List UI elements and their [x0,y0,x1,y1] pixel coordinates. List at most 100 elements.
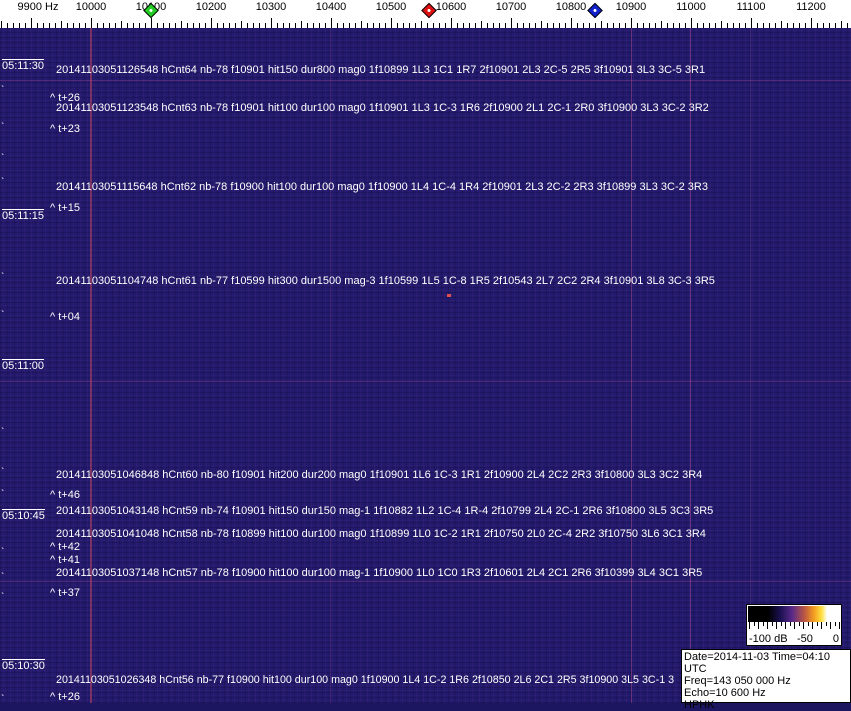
ruler-tick [463,23,464,28]
left-edge-tick: ` [1,272,5,283]
ruler-tick [781,21,782,28]
ruler-tick [295,23,296,28]
ruler-tick [739,23,740,28]
event-delta: ^ t+15 [50,202,80,214]
colorbar-tick [762,622,764,626]
ruler-tick [121,21,122,28]
colorbar-tick [785,622,786,629]
ruler-tick [139,23,140,28]
ruler-tick [751,18,752,28]
left-edge-tick: ` [1,694,5,704]
colorbar-tick [749,622,750,629]
left-edge-tick: ` [1,177,5,188]
ruler-label: 10500 [375,1,407,13]
colorbar-tick [839,622,840,629]
colorbar-tick [798,622,800,626]
colorbar-tick [812,622,813,629]
ruler-tick [793,23,794,28]
ruler-tick [811,18,812,28]
ruler-tick [79,23,80,28]
ruler-tick [493,23,494,28]
ruler-tick [277,23,278,28]
ruler-tick [817,23,818,28]
ruler-tick [631,18,632,28]
ruler-tick [445,23,446,28]
ruler-tick [385,23,386,28]
frequency-ruler[interactable]: 9900 Hz100001010010200103001040010500106… [0,0,851,28]
colorbar-tick [758,622,759,629]
time-gridline [0,80,851,81]
ruler-tick [559,23,560,28]
ruler-tick [595,23,596,28]
ruler-label: 10000 [75,1,107,13]
colorbar-label-mid: -50 [797,633,813,645]
ruler-tick [427,23,428,28]
ruler-tick [769,23,770,28]
ruler-tick [91,18,92,28]
ruler-tick [841,21,842,28]
ruler-tick [601,21,602,28]
ruler-tick [451,18,452,28]
ruler-tick [1,21,2,28]
ruler-tick [541,21,542,28]
ruler-tick [67,23,68,28]
ruler-tick [241,21,242,28]
ruler-tick [343,23,344,28]
ruler-tick [271,18,272,28]
ruler-tick [115,23,116,28]
faint-line [750,28,751,703]
ruler-tick [109,23,110,28]
info-echo: Echo=10 600 Hz [684,687,766,699]
left-edge-tick: ` [1,592,5,603]
blue-marker-handle[interactable] [587,2,603,19]
left-edge-tick: ` [1,85,5,96]
ruler-label: 10200 [195,1,227,13]
ruler-tick [733,23,734,28]
ruler-tick [361,21,362,28]
ruler-tick [421,21,422,28]
carrier-line-10900 [631,28,632,703]
ruler-tick [835,23,836,28]
ruler-tick [7,23,8,28]
left-edge-tick: ` [1,572,5,583]
colorbar-tick [776,622,777,629]
ruler-label: 10300 [255,1,287,13]
ruler-tick [643,23,644,28]
ruler-tick [481,21,482,28]
waterfall-spectrogram[interactable]: 05:11:30 05:11:15 05:11:00 05:10:45 05:1… [0,28,851,703]
ruler-tick [703,23,704,28]
ruler-tick [211,18,212,28]
ruler-tick [625,23,626,28]
ruler-tick [247,23,248,28]
ruler-tick [37,23,38,28]
ruler-tick [499,23,500,28]
ruler-tick [403,23,404,28]
left-edge-tick: ` [1,310,5,321]
ruler-tick [43,23,44,28]
ruler-tick [637,23,638,28]
red-marker-handle[interactable] [421,2,437,19]
ruler-tick [19,23,20,28]
ruler-label: 10900 [615,1,647,13]
ruler-tick [649,23,650,28]
ruler-tick [829,23,830,28]
ruler-tick [193,23,194,28]
ruler-tick [517,23,518,28]
ruler-tick [259,23,260,28]
event-delta: ^ t+41 [50,554,80,566]
colorbar-tick [821,622,822,629]
ruler-tick [355,23,356,28]
event-line: 20141103051046848 hCnt60 nb-80 f10901 hi… [56,469,703,481]
colorbar-tick [816,622,818,626]
ruler-tick [439,23,440,28]
ruler-tick [313,23,314,28]
ruler-tick [391,18,392,28]
time-label: 05:11:30 [2,59,45,72]
ruler-tick [673,23,674,28]
event-line: 20141103051041048 hCnt58 nb-78 f10899 hi… [56,528,706,540]
ruler-tick [715,23,716,28]
ruler-tick [73,23,74,28]
info-date-time: Date=2014-11-03 Time=04:10 UTC [684,651,830,675]
time-gridline [0,381,851,382]
event-line: 20141103051043148 hCnt59 nb-74 f10901 hi… [56,505,714,517]
